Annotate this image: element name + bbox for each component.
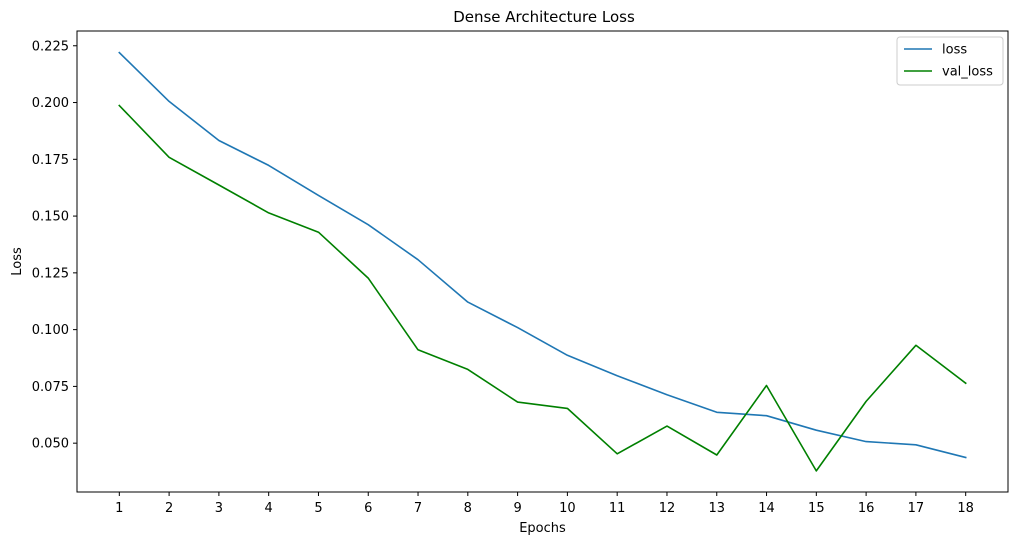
x-tick-label: 8 (464, 501, 472, 516)
y-tick-label: 0.150 (32, 210, 69, 225)
x-tick-label: 15 (808, 501, 825, 516)
x-tick-label: 9 (513, 501, 521, 516)
y-tick-label: 0.100 (32, 323, 69, 338)
x-axis-ticks: 1 2 3 4 5 6 7 8 9 10 11 12 13 14 15 16 17 18 (115, 492, 974, 516)
x-tick-label: 1 (115, 501, 123, 516)
x-tick-label: 11 (609, 501, 626, 516)
x-tick-label: 17 (908, 501, 925, 516)
y-tick-label: 0.225 (32, 39, 69, 54)
plot-area (77, 31, 1008, 492)
x-tick-label: 7 (414, 501, 422, 516)
plot-frame (76, 30, 1009, 493)
y-tick-label: 0.075 (32, 380, 69, 395)
x-tick-label: 13 (708, 501, 725, 516)
x-tick-label: 3 (215, 501, 223, 516)
series-line-loss (118, 51, 967, 459)
y-axis-ticks: 0.050 0.075 0.100 0.125 0.150 0.175 0.200 0.225 (32, 39, 77, 452)
x-tick-label: 10 (559, 501, 576, 516)
chart-title: Dense Architecture Loss (453, 8, 635, 26)
x-tick-label: 4 (265, 501, 273, 516)
series-line-val-loss (118, 104, 967, 472)
y-tick-label: 0.175 (32, 153, 69, 168)
x-tick-label: 2 (165, 501, 173, 516)
legend: loss val_loss (896, 36, 1004, 86)
x-axis-label: Epochs (519, 521, 566, 536)
y-axis-label: Loss (10, 247, 25, 276)
x-tick-label: 5 (314, 501, 322, 516)
y-tick-label: 0.125 (32, 266, 69, 281)
x-tick-label: 14 (758, 501, 775, 516)
series-lines (118, 51, 967, 472)
legend-label-val-loss: val_loss (942, 65, 993, 80)
y-tick-label: 0.050 (32, 437, 69, 452)
x-tick-label: 16 (858, 501, 875, 516)
y-tick-label: 0.200 (32, 96, 69, 111)
x-tick-label: 6 (364, 501, 372, 516)
legend-label-loss: loss (942, 43, 967, 58)
x-tick-label: 18 (957, 501, 974, 516)
x-tick-label: 12 (659, 501, 676, 516)
